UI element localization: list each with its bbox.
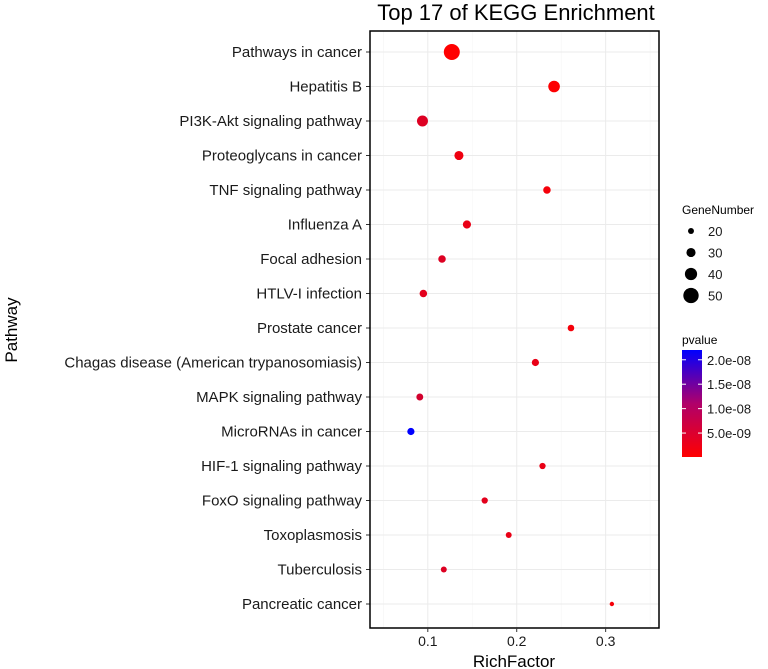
y-tick-label: Focal adhesion [260, 251, 362, 268]
size-legend-key [684, 267, 698, 281]
x-axis-ticks: 0.1 0.2 0.3 [418, 628, 616, 649]
data-point [440, 566, 447, 573]
size-legend-label: 30 [708, 246, 722, 261]
gridlines [370, 31, 659, 628]
y-tick-label: MAPK signaling pathway [196, 389, 362, 406]
data-point [548, 80, 560, 93]
y-tick-label: HIF-1 signaling pathway [201, 458, 362, 475]
size-legend-label: 40 [708, 267, 722, 282]
data-point [539, 462, 546, 470]
data-point [419, 289, 428, 298]
data-point [505, 532, 512, 538]
pvalue-legend: pvalue 2.0e-08 1.5e-08 1.0e-08 5.0e-09 [682, 333, 751, 457]
data-point [462, 220, 472, 229]
color-legend-title: pvalue [682, 333, 718, 347]
y-axis-title: Pathway [2, 297, 21, 363]
size-legend-title: GeneNumber [682, 203, 754, 217]
data-point [438, 255, 446, 263]
y-tick-label: Influenza A [288, 217, 362, 234]
gene-number-legend: GeneNumber 20 30 40 50 [682, 203, 754, 304]
y-tick-label: Pancreatic cancer [242, 596, 362, 613]
y-tick-label: Tuberculosis [278, 562, 362, 579]
x-tick-label: 0.2 [507, 633, 527, 649]
chart-title: Top 17 of KEGG Enrichment [377, 0, 655, 25]
pvalue-colorbar [682, 350, 702, 457]
data-points [407, 44, 615, 607]
colorbar-label: 5.0e-09 [707, 426, 751, 441]
data-point [531, 358, 540, 367]
y-tick-label: TNF signaling pathway [209, 182, 362, 199]
size-legend-key [683, 287, 699, 304]
data-point [416, 115, 428, 127]
y-tick-label: FoxO signaling pathway [202, 493, 363, 510]
x-axis-title: RichFactor [473, 652, 556, 669]
colorbar-label: 2.0e-08 [707, 353, 751, 368]
data-point [443, 44, 460, 60]
data-point [454, 150, 464, 161]
size-legend-label: 20 [708, 224, 722, 239]
data-point [567, 324, 575, 332]
y-tick-label: Hepatitis B [289, 79, 362, 96]
x-tick-label: 0.1 [418, 633, 438, 649]
plot-panel-border [369, 30, 660, 629]
y-tick-label: Toxoplasmosis [264, 527, 362, 544]
y-tick-label: Pathways in cancer [232, 44, 362, 61]
size-legend-key [686, 247, 696, 258]
size-legend-label: 50 [708, 289, 722, 304]
y-tick-label: HTLV-I infection [256, 286, 362, 303]
y-tick-label: Prostate cancer [257, 320, 362, 337]
data-point [481, 497, 488, 504]
y-tick-label: Chagas disease (American trypanosomiasis… [64, 355, 362, 372]
data-point [543, 186, 551, 194]
colorbar-label: 1.0e-08 [707, 402, 751, 417]
y-tick-label: Proteoglycans in cancer [202, 148, 362, 165]
data-point [609, 601, 615, 607]
plot-panel-background [370, 31, 659, 628]
data-point [407, 427, 415, 436]
data-point [416, 393, 424, 401]
y-tick-label: MicroRNAs in cancer [221, 424, 362, 441]
size-legend-key [688, 228, 694, 234]
x-tick-label: 0.3 [596, 633, 616, 649]
colorbar-label: 1.5e-08 [707, 377, 751, 392]
y-tick-label: PI3K-Akt signaling pathway [179, 113, 362, 130]
y-axis-labels: Pathways in cancer Hepatitis B PI3K-Akt si… [64, 44, 370, 613]
